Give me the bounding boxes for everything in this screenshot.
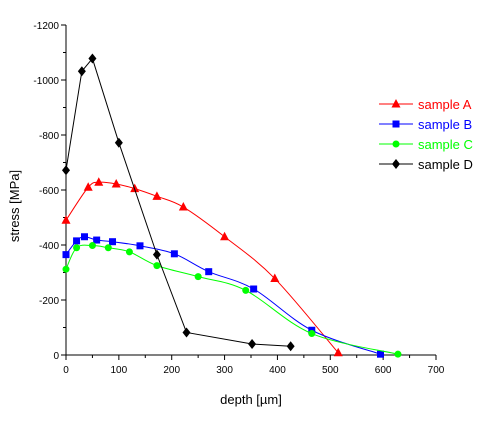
series-sample-c — [62, 242, 402, 358]
data-point-sample-b — [109, 238, 117, 246]
data-point-sample-a — [83, 182, 93, 191]
legend-label: sample C — [418, 137, 473, 152]
data-point-sample-d — [114, 137, 123, 148]
series-sample-a — [61, 177, 343, 357]
data-point-sample-c — [125, 248, 133, 256]
series-line-sample-d — [65, 57, 291, 347]
x-tick-label: 300 — [216, 365, 233, 376]
data-point-sample-c — [62, 265, 70, 273]
data-point-sample-b — [250, 285, 258, 293]
data-point-sample-c — [88, 242, 96, 250]
data-point-sample-d — [248, 339, 257, 349]
data-point-sample-b — [62, 251, 70, 259]
data-point-sample-a — [220, 231, 230, 241]
data-point-sample-c — [242, 286, 250, 294]
data-point-sample-a — [152, 191, 162, 200]
x-tick-label: 600 — [375, 365, 392, 376]
data-point-sample-d — [62, 165, 70, 176]
legend-item-sample-d: sample D — [379, 157, 473, 172]
legend-label: sample B — [418, 117, 472, 132]
data-point-sample-c — [73, 244, 81, 252]
data-point-sample-c — [394, 350, 402, 358]
legend-marker — [392, 120, 400, 128]
legend: sample A sample B sample C sample D — [379, 97, 473, 172]
data-point-sample-b — [73, 237, 81, 245]
data-point-sample-b — [136, 242, 144, 250]
data-point-sample-a — [94, 177, 104, 186]
data-point-sample-a — [270, 273, 280, 283]
data-point-sample-b — [170, 250, 178, 258]
data-point-sample-d — [77, 66, 86, 77]
data-point-sample-c — [153, 262, 161, 270]
x-tick-label: 700 — [428, 365, 445, 376]
data-point-sample-d — [88, 53, 97, 64]
series-line-sample-b — [65, 236, 381, 355]
data-point-sample-d — [182, 327, 191, 338]
data-point-sample-a — [178, 202, 188, 211]
legend-item-sample-c: sample C — [379, 137, 473, 152]
x-tick-label: 500 — [322, 365, 339, 376]
series-line-sample-a — [65, 181, 339, 354]
y-axis-title: stress [MPa] — [7, 170, 22, 242]
x-tick-label: 400 — [269, 365, 286, 376]
x-axis-title: depth [µm] — [220, 392, 282, 407]
data-point-sample-c — [104, 244, 112, 252]
legend-marker — [392, 140, 400, 148]
x-tick-label: 0 — [63, 365, 69, 376]
axes: 0 100 200 300 400 500 600 700 0 -200 -400 -600 -800 -… — [33, 21, 444, 376]
legend-marker — [392, 159, 400, 169]
data-point-sample-b — [81, 233, 88, 241]
legend-item-sample-b: sample B — [379, 117, 472, 132]
series-line-sample-c — [65, 244, 399, 355]
y-tick-label: -1200 — [33, 21, 59, 32]
data-point-sample-c — [308, 330, 316, 338]
y-tick-label: -400 — [39, 241, 59, 252]
data-point-sample-a — [111, 178, 121, 188]
data-point-sample-b — [93, 236, 101, 244]
y-tick-label: -200 — [39, 296, 59, 307]
data-point-sample-a — [61, 215, 71, 224]
y-tick-label: 0 — [53, 351, 59, 362]
data-point-sample-a — [333, 347, 343, 357]
y-tick-label: -600 — [39, 186, 59, 197]
series-sample-d — [62, 53, 295, 352]
data-point-sample-d — [286, 341, 295, 352]
x-tick-label: 100 — [111, 365, 128, 376]
y-tick-label: -1000 — [33, 76, 59, 87]
x-tick-label: 200 — [163, 365, 180, 376]
y-tick-label: -800 — [39, 131, 59, 142]
legend-label: sample D — [418, 157, 473, 172]
data-point-sample-b — [205, 268, 213, 276]
data-point-sample-b — [377, 350, 384, 358]
legend-item-sample-a: sample A — [379, 97, 472, 112]
data-point-sample-c — [194, 273, 202, 281]
series-layer — [61, 53, 402, 358]
legend-marker — [391, 99, 401, 108]
data-point-sample-d — [152, 249, 161, 260]
legend-label: sample A — [418, 97, 472, 112]
